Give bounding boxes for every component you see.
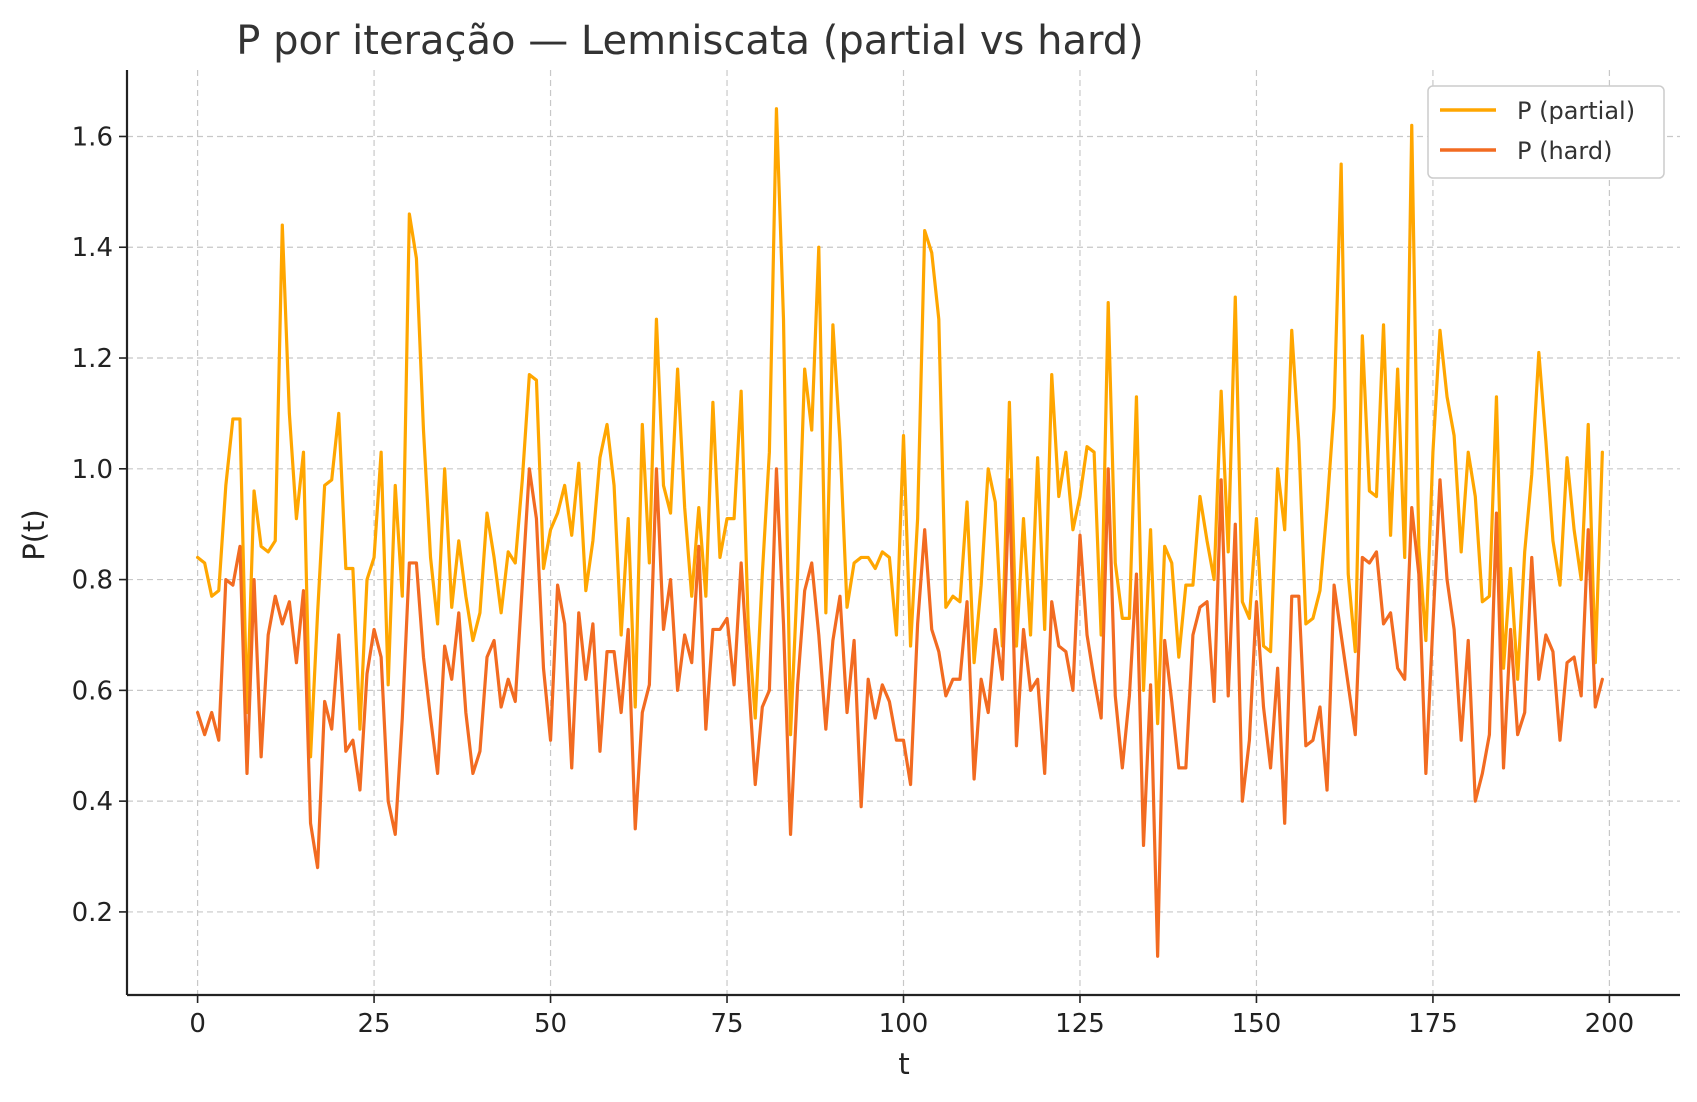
y-tick-label: 0.4: [72, 787, 113, 817]
x-tick-label: 175: [1408, 1009, 1458, 1039]
x-tick-label: 0: [189, 1009, 206, 1039]
x-tick-label: 125: [1055, 1009, 1105, 1039]
x-tick-label: 25: [358, 1009, 391, 1039]
x-axis-ticks: 0 25 50 75 100 125 150 175 200: [189, 995, 1634, 1039]
y-axis-label: P(t): [17, 509, 51, 561]
y-tick-label: 0.8: [72, 566, 113, 596]
y-tick-label: 1.0: [72, 455, 113, 485]
grid: [127, 70, 1680, 995]
x-axis-label: t: [898, 1047, 909, 1081]
y-tick-label: 0.6: [72, 676, 113, 706]
x-tick-label: 75: [710, 1009, 743, 1039]
y-tick-label: 0.2: [72, 898, 113, 928]
y-tick-label: 1.6: [72, 122, 113, 152]
y-tick-label: 1.2: [72, 344, 113, 374]
legend-label-hard: P (hard): [1517, 137, 1612, 165]
series-line-partial: [195, 107, 1604, 759]
legend: P (partial) P (hard): [1427, 85, 1665, 179]
legend-label-partial: P (partial): [1517, 97, 1635, 125]
y-tick-label: 1.4: [72, 233, 113, 263]
x-tick-label: 200: [1585, 1009, 1635, 1039]
plot-area: [195, 107, 1604, 958]
x-tick-label: 100: [879, 1009, 929, 1039]
series-line-hard: [195, 467, 1604, 958]
x-tick-label: 150: [1232, 1009, 1282, 1039]
chart-title: P por iteração — Lemniscata (partial vs …: [236, 18, 1143, 64]
x-tick-label: 50: [534, 1009, 567, 1039]
y-axis-ticks: 0.2 0.4 0.6 0.8 1.0 1.2 1.4 1.6: [72, 122, 127, 928]
